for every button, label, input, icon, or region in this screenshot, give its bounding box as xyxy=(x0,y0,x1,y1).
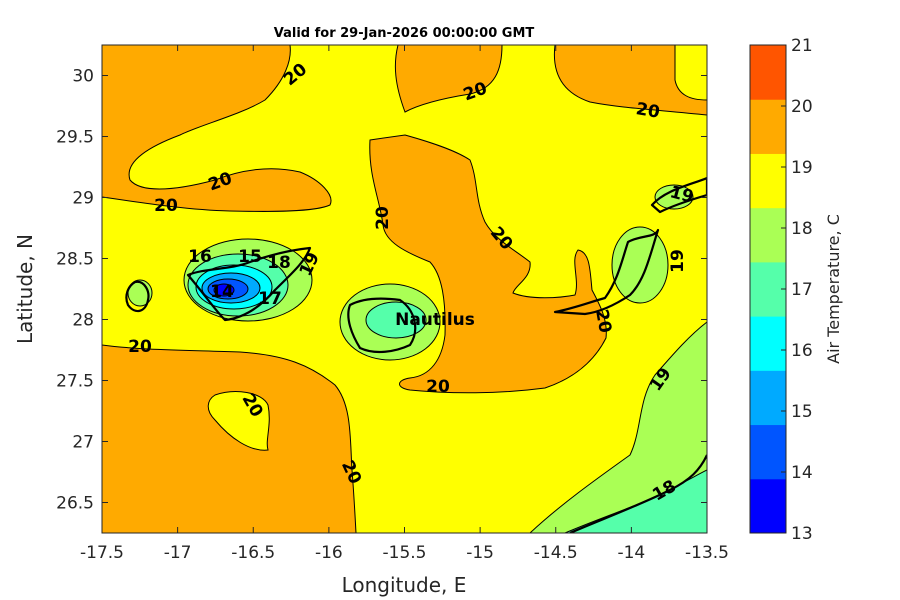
x-axis-label: Longitude, E xyxy=(342,573,467,597)
y-tick-label: 28.5 xyxy=(56,250,94,270)
colorbar-tick-label: 13 xyxy=(791,524,813,544)
band-18-19-southeast xyxy=(529,321,707,533)
colorbar-tick-label: 14 xyxy=(791,463,813,483)
x-tick-label: -14 xyxy=(617,543,645,563)
y-axis-label: Latitude, N xyxy=(13,234,37,344)
x-tick-label: -17 xyxy=(164,543,192,563)
colorbar-swatch xyxy=(750,370,786,426)
y-tick-label: 27.5 xyxy=(56,372,94,392)
colorbar-tick-label: 15 xyxy=(791,402,813,422)
contour-label: 16 xyxy=(188,247,212,267)
colorbar-tick-label: 18 xyxy=(791,219,813,239)
x-tick-label: -14.5 xyxy=(534,543,578,563)
map-title: Valid for 29-Jan-2026 00:00:00 GMT xyxy=(274,26,535,41)
colorbar-swatch xyxy=(750,316,786,371)
x-axis-ticks: -17.5 -17 -16.5 -16 -15.5 -15 -14.5 -14 -13.5 xyxy=(80,45,729,563)
station-label-nautilus: Nautilus xyxy=(395,310,475,330)
contour-label: 20 xyxy=(128,337,152,357)
x-tick-label: -13.5 xyxy=(685,543,729,563)
contour-label: 20 xyxy=(591,308,615,335)
coastlines xyxy=(125,176,707,533)
colorbar-label: Air Temperature, C xyxy=(824,214,843,364)
contour-label: 20 xyxy=(373,206,393,230)
contour-label: 20 xyxy=(154,196,178,216)
contour-label: 20 xyxy=(426,377,450,397)
x-tick-label: -15.5 xyxy=(383,543,427,563)
colorbar-tick-label: 21 xyxy=(791,36,813,56)
colorbar: 13 14 15 16 17 18 19 20 21 xyxy=(749,36,813,544)
y-tick-label: 29.5 xyxy=(56,128,94,148)
y-axis-ticks: 26.5 27 27.5 28 28.5 29 29.5 30 xyxy=(56,67,707,514)
x-tick-label: -16 xyxy=(315,543,343,563)
colorbar-swatch xyxy=(750,478,786,534)
band-20-top-middle xyxy=(394,45,503,113)
y-tick-label: 27 xyxy=(72,433,94,453)
y-tick-label: 30 xyxy=(72,67,94,87)
x-tick-label: -17.5 xyxy=(80,543,124,563)
x-tick-label: -15 xyxy=(466,543,494,563)
tenerife-cool-area xyxy=(183,238,313,322)
colorbar-tick-label: 16 xyxy=(791,341,813,361)
band-20-bottom-left xyxy=(102,344,357,533)
contour-label: 17 xyxy=(258,289,282,309)
colorbar-swatch xyxy=(750,153,786,209)
contour-label: 20 xyxy=(634,99,661,123)
contour-label: 15 xyxy=(238,247,262,267)
colorbar-swatch xyxy=(750,207,786,263)
band-20-central xyxy=(369,134,607,394)
colorbar-tick-label: 20 xyxy=(791,97,813,117)
colorbar-swatch xyxy=(750,45,786,100)
colorbar-swatch xyxy=(750,424,786,480)
y-tick-label: 28 xyxy=(72,311,94,331)
colorbar-tick-label: 17 xyxy=(791,280,813,300)
colorbar-swatch xyxy=(750,99,786,154)
colorbar-tick-label: 19 xyxy=(791,158,813,178)
y-tick-label: 29 xyxy=(72,189,94,209)
colorbar-swatch xyxy=(750,261,786,317)
contour-label: 19 xyxy=(668,249,688,273)
band-19-20-south-pocket xyxy=(207,391,270,451)
band-20-top-left xyxy=(102,45,332,212)
y-tick-label: 26.5 xyxy=(56,494,94,514)
band-20-top-right xyxy=(553,45,707,116)
contour-label: 18 xyxy=(267,253,291,273)
plot-area: 20 20 20 20 20 20 20 20 20 20 20 20 19 1… xyxy=(102,45,707,533)
x-tick-label: -16.5 xyxy=(231,543,275,563)
contour-label: 14 xyxy=(210,282,234,302)
